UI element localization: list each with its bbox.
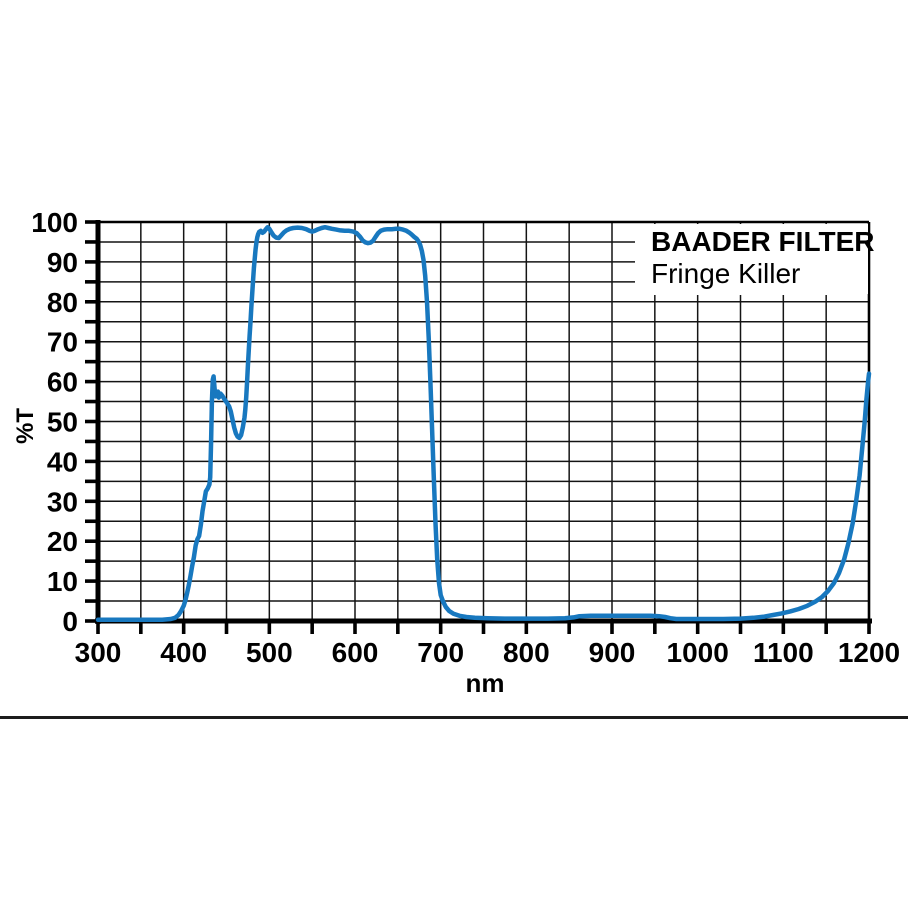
y-tick-label: 80 bbox=[47, 287, 78, 318]
y-tick-label: 70 bbox=[47, 327, 78, 358]
y-tick-label: 90 bbox=[47, 247, 78, 278]
x-tick-labels: 300 400 500 600 700 800 900 1000 1100 1200 bbox=[75, 637, 901, 668]
y-tick-label: 10 bbox=[47, 566, 78, 597]
axis-ticks bbox=[85, 220, 871, 634]
transmission-curve bbox=[95, 224, 872, 623]
y-axis-label: %T bbox=[12, 408, 39, 444]
y-tick-label: 30 bbox=[47, 486, 78, 517]
legend: BAADER FILTER Fringe Killer bbox=[635, 224, 875, 294]
legend-title: BAADER FILTER bbox=[651, 226, 875, 257]
y-tick-label: 60 bbox=[47, 367, 78, 398]
x-tick-label: 1200 bbox=[838, 637, 900, 668]
x-tick-label: 300 bbox=[75, 637, 122, 668]
y-tick-label: 100 bbox=[31, 207, 78, 238]
footer-divider bbox=[0, 716, 908, 719]
y-tick-label: 40 bbox=[47, 446, 78, 477]
x-tick-label: 700 bbox=[417, 637, 464, 668]
x-tick-label: 400 bbox=[160, 637, 207, 668]
x-tick-label: 600 bbox=[332, 637, 379, 668]
x-tick-label: 800 bbox=[503, 637, 550, 668]
x-tick-label: 1000 bbox=[667, 637, 729, 668]
y-tick-label: 0 bbox=[62, 606, 78, 637]
x-tick-label: 1100 bbox=[753, 637, 814, 668]
y-tick-label: 50 bbox=[47, 407, 78, 438]
x-tick-label: 900 bbox=[589, 637, 636, 668]
legend-subtitle: Fringe Killer bbox=[651, 258, 801, 290]
y-tick-labels: 0 10 20 30 40 50 60 70 80 90 100 bbox=[31, 207, 78, 637]
x-tick-label: 500 bbox=[246, 637, 293, 668]
y-tick-label: 20 bbox=[47, 526, 78, 557]
x-axis-label: nm bbox=[465, 668, 505, 698]
